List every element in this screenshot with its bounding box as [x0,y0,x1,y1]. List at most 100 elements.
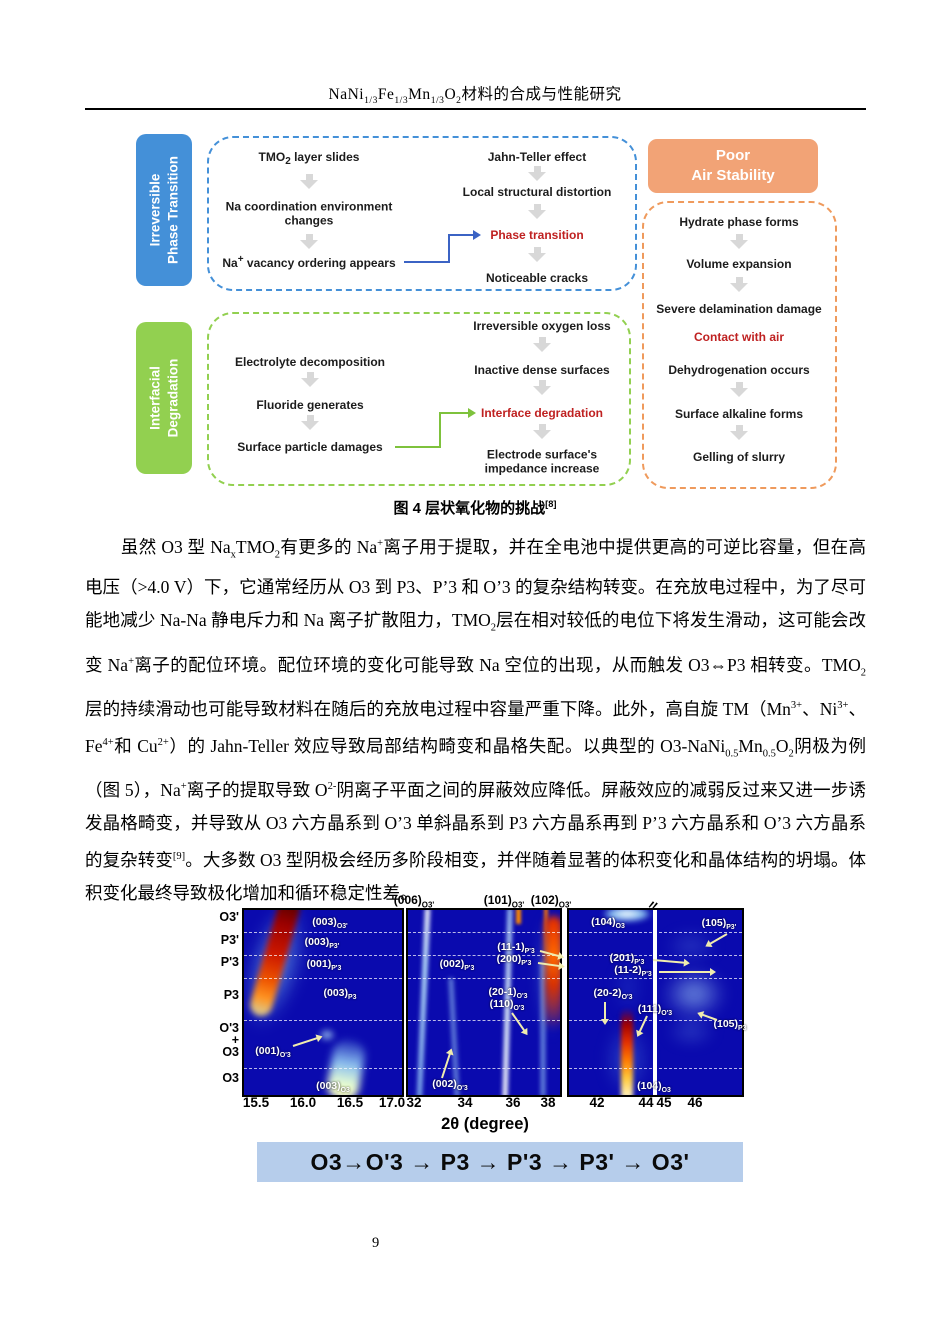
side-label-line: Irreversible [147,173,163,247]
peak-annotation: (105)P3' [701,916,737,932]
interfacial-degradation-box: Electrolyte decomposition Fluoride gener… [207,312,631,486]
down-arrow-icon [301,372,319,387]
peak-annotation: (001)O'3 [255,1044,291,1060]
flow-step: Hydrate phase forms [679,214,799,229]
phase-boundary-line [408,1020,560,1021]
peak-annotation: (104)O3 [591,915,625,931]
flow-step: Noticeable cracks [485,270,589,285]
down-arrow-icon [528,204,546,219]
down-arrow-icon [533,380,551,395]
x-tick-label: 32 [406,1095,422,1110]
flow-step: Surface alkaline forms [674,406,804,421]
down-arrow-icon [730,382,748,397]
connector-arrow-icon [448,234,474,237]
phase-boundary-line [244,1020,402,1021]
flow-step: TMO2 layer slides [258,149,360,168]
phase-boundary-line [244,955,402,956]
peak-annotation: (001)P'3 [306,957,342,973]
x-tick-label: 15.5 [242,1095,270,1110]
phase-boundary-line [408,978,560,979]
poor-air-stability-label: Poor Air Stability [648,139,818,193]
flow-step: Fluoride generates [256,397,364,412]
peak-annotation: (111)O'3 [637,1002,673,1018]
side-label-line: Poor [715,146,751,164]
phase-boundary-line [408,955,560,956]
x-tick-label: 46 [687,1095,703,1110]
peak-annotation: (11-1)P'3 [497,940,535,956]
connector-arrow-icon [439,412,442,448]
top-peak-label: (102)O3' [530,893,572,910]
peak-annotation: (20-2)O'3 [593,986,633,1002]
page-header-title: NaNi1/3Fe1/3Mn1/3O2材料的合成与性能研究 [328,86,622,107]
peak-annotation: (200)P'3 [496,952,532,968]
heatmap-blob [545,916,560,1031]
peak-annotation: (002)O'3 [432,1077,468,1093]
header-rule [85,108,866,110]
top-peak-label: (006)O3' [393,893,435,910]
x-tick-label: 45 [656,1095,672,1110]
phase-sequence-banner: O3→O'3 → P3 → P'3 → P3' → O3' [257,1142,743,1182]
peak-annotation: (11-2)P'3 [614,963,652,979]
connector-arrow-icon [404,261,450,264]
flow-step: Na+ vacancy ordering appears [222,253,396,270]
flow-step: Na coordination environment changes [225,199,393,228]
down-arrow-icon [730,234,748,249]
heatmap-blob [667,1018,715,1044]
connector-arrow-icon [448,234,451,263]
down-arrow-icon [533,424,551,439]
annotation-arrow-icon [659,968,716,976]
heatmap-blob [603,910,651,922]
x-tick-label: 16.5 [336,1095,364,1110]
xrd-panel-2 [406,908,562,1097]
down-arrow-icon [300,174,318,189]
x-tick-label: 16.0 [289,1095,317,1110]
down-arrow-icon [300,234,318,249]
heatmap-blob [615,960,641,1015]
down-arrow-icon [533,337,551,352]
flow-step: Local structural distortion [462,184,612,199]
peak-annotation: (201)P'3 [609,951,645,967]
x-tick-label: 44 [638,1095,654,1110]
phase-boundary-line [408,932,560,933]
flow-step: Inactive dense surfaces [474,362,610,377]
down-arrow-icon [528,166,546,181]
top-peak-label: (101)O3' [483,893,525,910]
heatmap-streak [541,962,545,1095]
x-axis-title: 2θ (degree) [441,1115,529,1133]
y-axis-label: P3 [223,988,239,1002]
connector-arrowhead-icon [473,230,481,240]
connector-arrow-icon [439,412,469,415]
air-stability-box: Hydrate phase forms Volume expansion Sev… [642,201,837,489]
y-axis-label: O3 [222,1045,239,1059]
y-axis-label: + [231,1033,239,1047]
x-tick-label: 36 [505,1095,521,1110]
peak-annotation: (003)O3 [316,1079,350,1095]
body-paragraph: 虽然 O3 型 NaxTMO2有更多的 Na+离子用于提取，并在全电池中提供更高… [85,536,867,903]
peak-annotation: (003)P3 [323,986,357,1002]
x-tick-label: 34 [457,1095,473,1110]
y-axis-label: O3 [222,1071,239,1085]
page-number: 9 [372,1235,380,1251]
side-label-line: Air Stability [691,167,775,184]
connector-arrow-icon [395,446,441,449]
flow-step: Electrode surface's impedance increase [484,447,600,476]
flow-step: Gelling of slurry [692,449,786,464]
peak-annotation: (104)O3 [637,1079,671,1095]
figure5-xrd-heatmaps: O3' P3' P'3 P3 O'3 + O3 O3 (006)O3' (101… [195,893,765,1143]
annotation-arrow-icon [604,1002,606,1020]
down-arrow-icon [730,277,748,292]
phase-boundary-line [408,1068,560,1069]
side-label-line: Interfacial [147,366,163,430]
flow-step: Severe delamination damage [656,301,822,316]
peak-annotation: (20-1)O'3 [488,985,528,1001]
x-tick-label: 38 [540,1095,556,1110]
heatmap-streak [621,1008,633,1095]
phase-boundary-line [244,932,402,933]
peak-annotation: (105)P3 [713,1017,747,1033]
flow-step: Jahn-Teller effect [487,149,587,164]
y-axis-label: P'3 [220,955,239,969]
side-label-line: Degradation [165,358,180,438]
x-tick-label: 17.0 [378,1095,406,1110]
phase-transition-box: TMO2 layer slides Na coordination enviro… [207,136,637,291]
flow-step: Electrolyte decomposition [234,354,386,369]
